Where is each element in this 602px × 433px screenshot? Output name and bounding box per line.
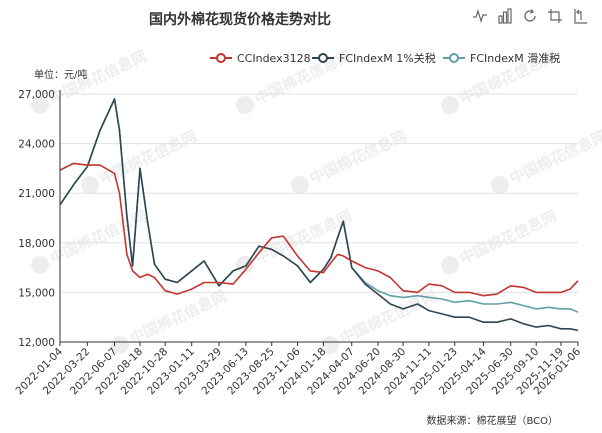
y-tick-labels: 12,000 15,000 18,000 21,000 24,000 27,000	[18, 89, 55, 349]
series-line-1	[59, 162, 579, 297]
bar-switch-icon[interactable]	[497, 8, 513, 24]
source-note: 数据来源：棉花展望（BCO）	[426, 416, 558, 427]
line-switch-icon[interactable]	[472, 8, 488, 24]
watermark-text: 中国棉花信息网	[97, 127, 200, 188]
legend-label-1: CCIndex3128	[237, 52, 311, 65]
legend-label-2: FCIndexM 1%关税	[339, 51, 436, 65]
chart-title: 国内外棉花现货价格走势对比	[149, 12, 331, 28]
y-tick-label: 15,000	[18, 287, 55, 299]
watermark-text: 中国棉花信息网	[252, 207, 355, 268]
watermark-logo	[441, 256, 459, 274]
watermark-logo	[31, 96, 49, 114]
series-lines	[59, 98, 579, 332]
y-tick-label: 24,000	[18, 139, 55, 151]
y-tick-label: 18,000	[18, 238, 55, 250]
watermark-text: 中国棉花信息网	[127, 287, 230, 348]
legend-marker-3	[449, 53, 459, 63]
legend-marker-2	[318, 53, 328, 63]
y-axis-label: 单位：元/吨	[34, 68, 87, 81]
watermark-text: 中国棉花信息网	[307, 127, 410, 188]
legend[interactable]: CCIndex3128 FCIndexM 1%关税 FCIndexM 滑准税	[210, 51, 560, 65]
watermark-logo	[111, 336, 129, 354]
y-tick-label: 12,000	[18, 337, 55, 349]
y-tick-label: 27,000	[18, 89, 55, 101]
x-tick-labels: 2022-01-042022-03-222022-06-072022-08-18…	[13, 342, 583, 397]
series-line-2	[59, 98, 579, 332]
watermark-text: 中国棉花信息网	[507, 127, 602, 188]
watermark-logo	[31, 256, 49, 274]
axes	[59, 90, 578, 343]
watermark-logo	[291, 176, 309, 194]
watermark-logo	[81, 176, 99, 194]
y-tick-label: 21,000	[18, 188, 55, 200]
legend-label-3: FCIndexM 滑准税	[470, 51, 560, 65]
grid-lines	[60, 93, 578, 343]
restore-icon[interactable]	[522, 8, 538, 24]
chart-toolbox	[472, 8, 588, 24]
watermark-logo	[321, 336, 339, 354]
watermark-logo	[441, 96, 459, 114]
zoom-back-icon[interactable]	[572, 8, 588, 24]
watermark-logo	[491, 176, 509, 194]
legend-marker-1	[216, 53, 226, 63]
watermark-text: 中国棉花信息网	[457, 207, 560, 268]
watermark-logo	[236, 96, 254, 114]
zoom-select-icon[interactable]	[547, 8, 563, 24]
